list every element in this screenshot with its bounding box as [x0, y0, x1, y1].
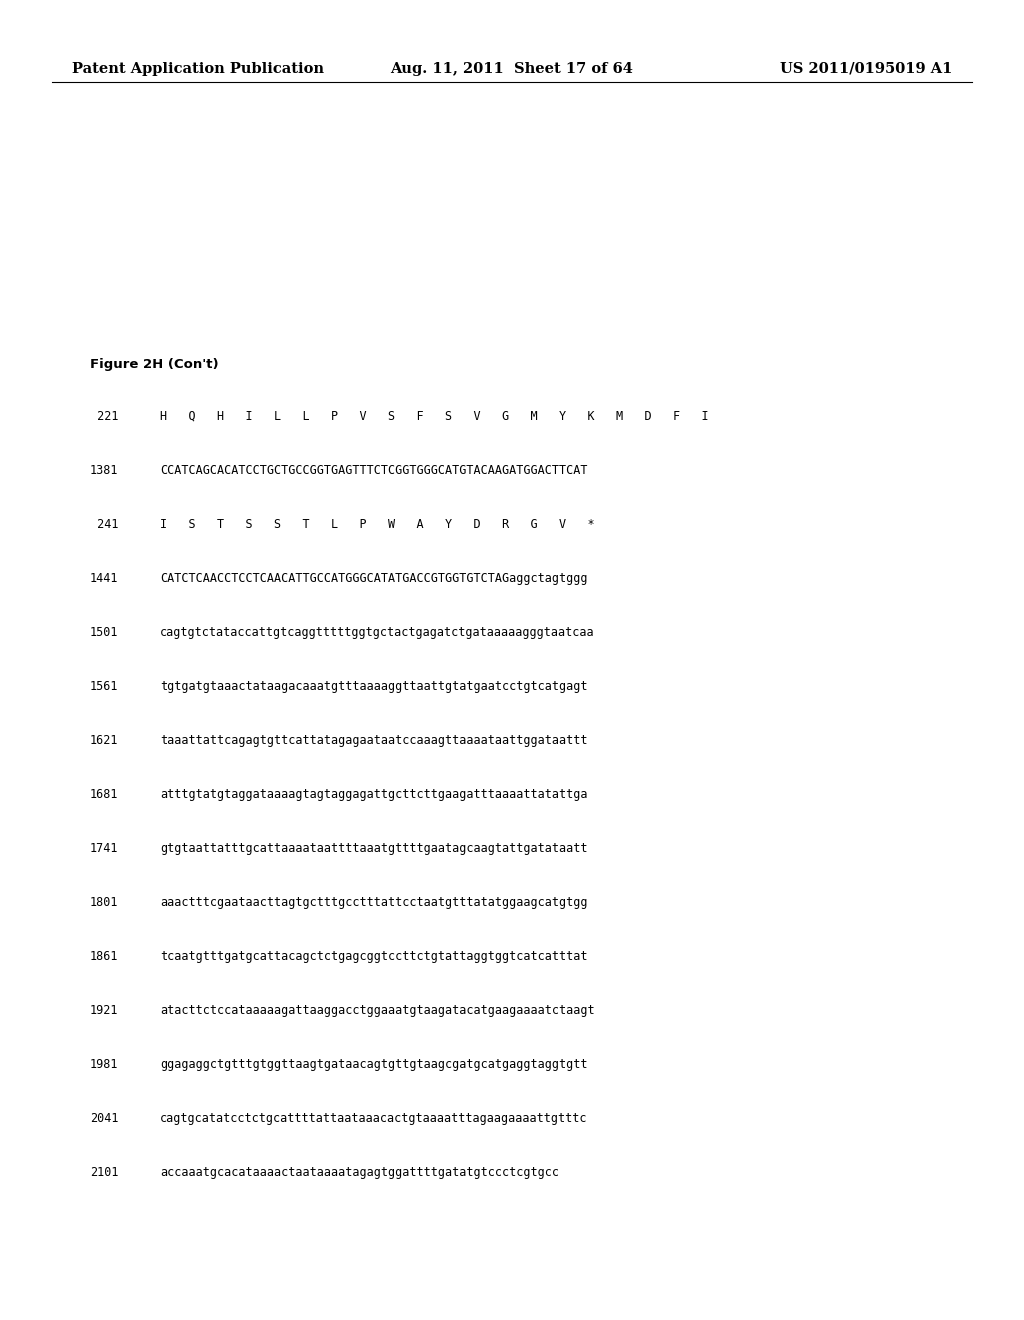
Text: accaaatgcacataaaactaataaaatagagtggattttgatatgtccctcgtgcc: accaaatgcacataaaactaataaaatagagtggattttg… [160, 1166, 559, 1179]
Text: taaattattcagagtgttcattatagagaataatccaaagttaaaataattggataattt: taaattattcagagtgttcattatagagaataatccaaag… [160, 734, 588, 747]
Text: 1981: 1981 [90, 1059, 119, 1071]
Text: 2101: 2101 [90, 1166, 119, 1179]
Text: Patent Application Publication: Patent Application Publication [72, 62, 324, 77]
Text: 2041: 2041 [90, 1111, 119, 1125]
Text: 1861: 1861 [90, 950, 119, 964]
Text: CCATCAGCACATCCTGCTGCCGGTGAGTTTCTCGGTGGGCATGTACAAGATGGACTTCAT: CCATCAGCACATCCTGCTGCCGGTGAGTTTCTCGGTGGGC… [160, 465, 588, 477]
Text: CATCTCAACCTCCTCAACATTGCCATGGGCATATGACCGTGGTGTCTAGaggctagtggg: CATCTCAACCTCCTCAACATTGCCATGGGCATATGACCGT… [160, 572, 588, 585]
Text: 1561: 1561 [90, 680, 119, 693]
Text: aaactttcgaataacttagtgctttgcctttattcctaatgtttatatggaagcatgtgg: aaactttcgaataacttagtgctttgcctttattcctaat… [160, 896, 588, 909]
Text: Aug. 11, 2011  Sheet 17 of 64: Aug. 11, 2011 Sheet 17 of 64 [390, 62, 634, 77]
Text: 1381: 1381 [90, 465, 119, 477]
Text: I   S   T   S   S   T   L   P   W   A   Y   D   R   G   V   *: I S T S S T L P W A Y D R G V * [160, 517, 595, 531]
Text: 1441: 1441 [90, 572, 119, 585]
Text: gtgtaattatttgcattaaaataattttaaatgttttgaatagcaagtattgatataatt: gtgtaattatttgcattaaaataattttaaatgttttgaa… [160, 842, 588, 855]
Text: atacttctccataaaaagattaaggacctggaaatgtaagatacatgaagaaaatctaagt: atacttctccataaaaagattaaggacctggaaatgtaag… [160, 1005, 595, 1016]
Text: tgtgatgtaaactataagacaaatgtttaaaaggttaattgtatgaatcctgtcatgagt: tgtgatgtaaactataagacaaatgtttaaaaggttaatt… [160, 680, 588, 693]
Text: cagtgtctataccattgtcaggtttttggtgctactgagatctgataaaaagggtaatcaa: cagtgtctataccattgtcaggtttttggtgctactgaga… [160, 626, 595, 639]
Text: atttgtatgtaggataaaagtagtaggagattgcttcttgaagatttaaaattatattga: atttgtatgtaggataaaagtagtaggagattgcttcttg… [160, 788, 588, 801]
Text: US 2011/0195019 A1: US 2011/0195019 A1 [779, 62, 952, 77]
Text: cagtgcatatcctctgcattttattaataaacactgtaaaatttagaagaaaattgtttc: cagtgcatatcctctgcattttattaataaacactgtaaa… [160, 1111, 588, 1125]
Text: tcaatgtttgatgcattacagctctgagcggtccttctgtattaggtggtcatcatttat: tcaatgtttgatgcattacagctctgagcggtccttctgt… [160, 950, 588, 964]
Text: ggagaggctgtttgtggttaagtgataacagtgttgtaagcgatgcatgaggtaggtgtt: ggagaggctgtttgtggttaagtgataacagtgttgtaag… [160, 1059, 588, 1071]
Text: 1921: 1921 [90, 1005, 119, 1016]
Text: 1501: 1501 [90, 626, 119, 639]
Text: 241: 241 [90, 517, 119, 531]
Text: 1741: 1741 [90, 842, 119, 855]
Text: 221: 221 [90, 411, 119, 422]
Text: 1621: 1621 [90, 734, 119, 747]
Text: 1681: 1681 [90, 788, 119, 801]
Text: Figure 2H (Con't): Figure 2H (Con't) [90, 358, 219, 371]
Text: H   Q   H   I   L   L   P   V   S   F   S   V   G   M   Y   K   M   D   F   I: H Q H I L L P V S F S V G M Y K M D F I [160, 411, 709, 422]
Text: 1801: 1801 [90, 896, 119, 909]
